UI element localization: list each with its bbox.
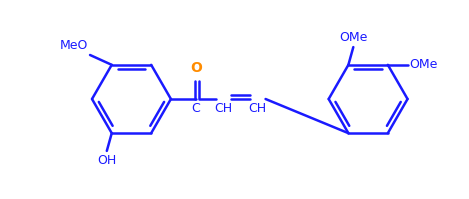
Text: OMe: OMe — [339, 31, 368, 44]
Text: O: O — [190, 61, 203, 75]
Text: C: C — [191, 102, 200, 115]
Text: OMe: OMe — [409, 58, 438, 71]
Text: OH: OH — [97, 154, 116, 167]
Text: CH: CH — [249, 102, 267, 115]
Text: MeO: MeO — [60, 39, 88, 52]
Text: CH: CH — [214, 102, 232, 115]
